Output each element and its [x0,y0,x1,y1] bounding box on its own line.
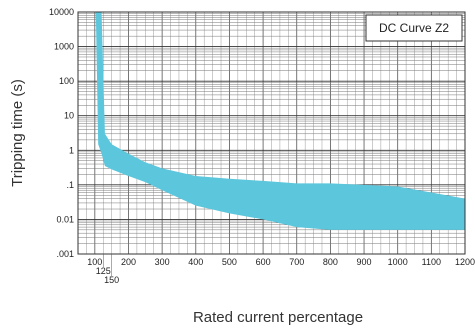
x-tick-label: 100 [87,257,102,267]
y-tick-label: 100 [59,76,74,86]
y-tick-label: 1 [69,145,74,155]
x-extra-tick-label: 125 [96,266,111,276]
x-tick-label: 900 [357,257,372,267]
y-tick-label: .1 [66,180,74,190]
y-tick-labels: .001 0.01 .1 1 10 100 1000 10000 [49,7,74,259]
y-tick-label: 1000 [54,42,74,52]
x-tick-label: 400 [188,257,203,267]
x-tick-label: 1100 [422,257,441,267]
x-tick-label: 500 [222,257,237,267]
x-axis-label: Rated current percentage [193,309,363,326]
x-tick-label: 300 [155,257,170,267]
x-tick-label: 1000 [388,257,408,267]
legend: DC Curve Z2 [365,14,463,42]
y-tick-label: .001 [56,249,74,259]
plot-frame [77,11,466,255]
x-extra-tick-label: 150 [104,275,119,285]
legend-label: DC Curve Z2 [379,21,449,35]
x-tick-label: 700 [289,257,304,267]
legend-box [365,14,463,42]
y-tick-label: 10000 [49,7,74,17]
tripping-band [95,12,465,230]
y-tick-label: 10 [64,111,74,121]
x-tick-label: 600 [256,257,271,267]
x-tick-label: 200 [121,257,136,267]
y-tick-label: 0.01 [56,214,74,224]
x-tick-labels: 100 200 300 400 500 600 700 800 900 1000 1100 1200 1… [87,254,475,285]
x-tick-label: 1200 [455,257,475,267]
y-axis-label: Tripping time (s) [9,79,26,187]
x-tick-label: 800 [323,257,338,267]
